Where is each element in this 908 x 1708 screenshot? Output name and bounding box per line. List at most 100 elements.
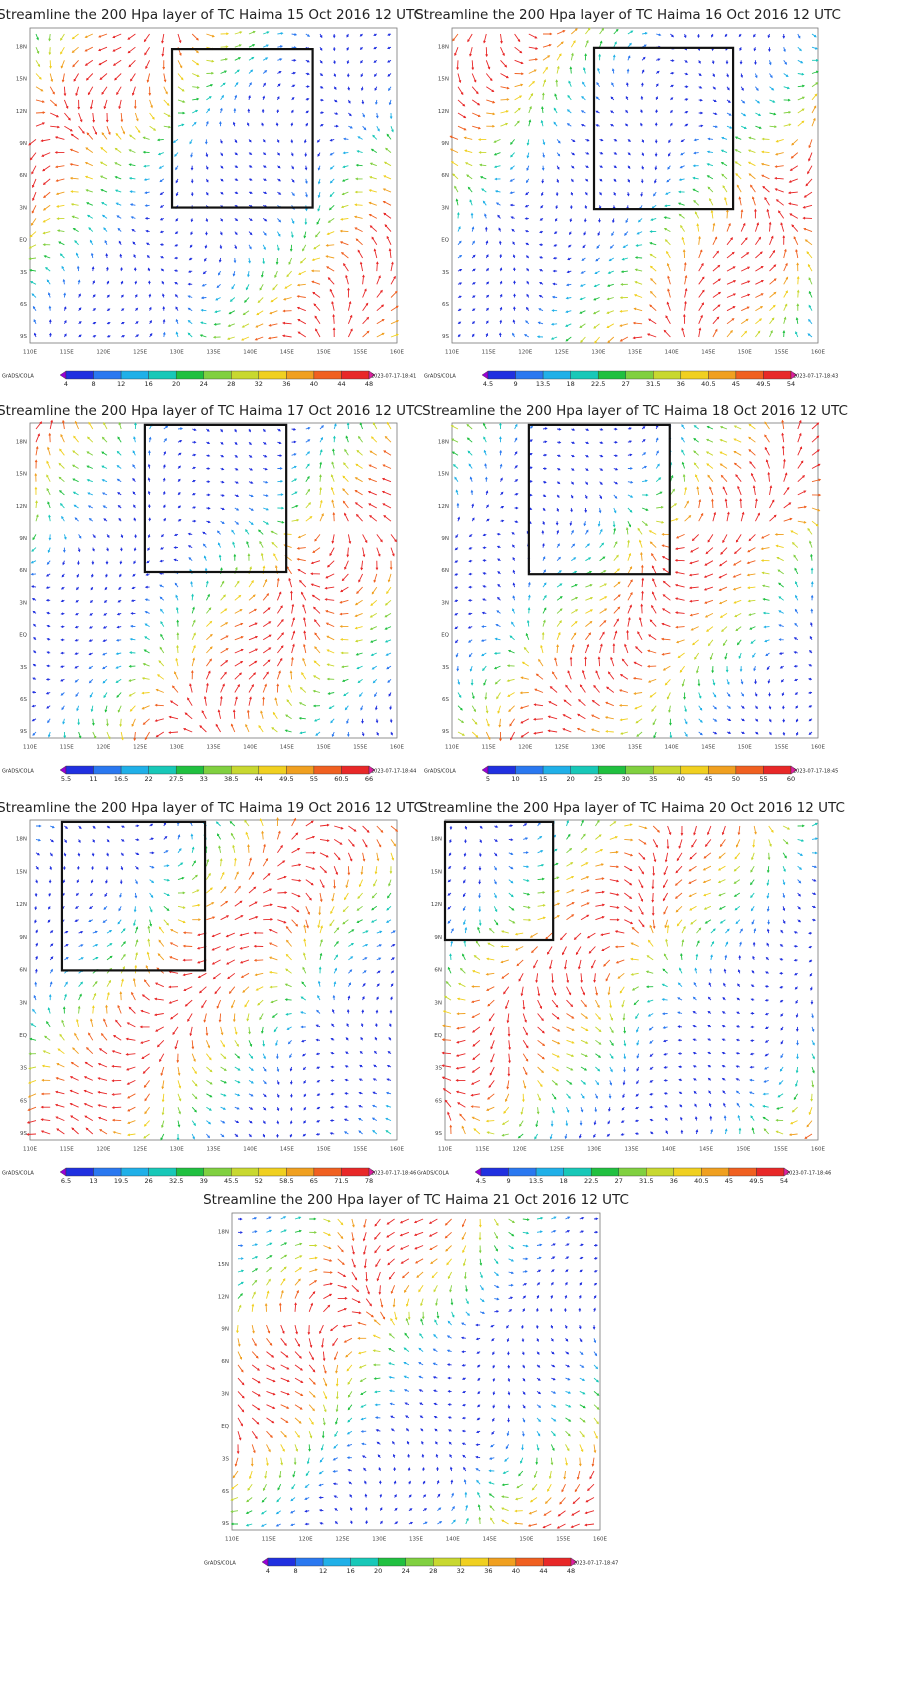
wind-vectors — [457, 31, 819, 339]
lat-label: 15N — [438, 77, 449, 83]
lon-label: 150E — [317, 745, 331, 751]
colorbar-label: 49.5 — [756, 380, 770, 388]
colorbar-swatch — [286, 1167, 315, 1177]
colorbar-swatch — [286, 370, 315, 380]
lat-label: 6N — [441, 173, 449, 179]
lat-label: 6S — [435, 1098, 442, 1104]
colorbar-label: 10 — [511, 775, 519, 783]
colorbar-end — [783, 1167, 791, 1177]
lat-label: 6N — [19, 173, 27, 179]
wind-vectors — [452, 422, 814, 739]
colorbar-label: 44 — [539, 1567, 547, 1575]
lon-label: 145E — [701, 745, 715, 751]
lat-label: EQ — [434, 1033, 442, 1039]
colorbar-swatch — [735, 370, 764, 380]
colorbar-label: 38.5 — [224, 775, 238, 783]
colorbar-label: 18 — [566, 380, 574, 388]
colorbar-swatch — [175, 765, 204, 775]
wind-vectors — [30, 33, 400, 338]
colorbar-swatch — [258, 370, 287, 380]
lat-label: 12N — [438, 504, 449, 510]
wind-vectors — [230, 1218, 600, 1525]
colorbar-swatch — [763, 370, 792, 380]
wind-vectors — [454, 33, 813, 340]
colorbar-label: 60.5 — [334, 775, 348, 783]
lon-label: 135E — [625, 1147, 639, 1153]
wind-vectors — [35, 421, 392, 740]
colorbar-label: 5 — [486, 775, 490, 783]
colorbar-swatch — [460, 1557, 489, 1567]
lon-label: 125E — [133, 1147, 147, 1153]
lon-label: 125E — [555, 350, 569, 356]
lon-label: 155E — [353, 350, 367, 356]
map-frame — [451, 27, 819, 344]
lon-label: 155E — [353, 745, 367, 751]
wind-vectors — [33, 33, 392, 338]
colorbar-swatch — [350, 1557, 379, 1567]
colorbar-swatch — [735, 765, 764, 775]
wind-vectors — [31, 33, 399, 341]
wind-vectors — [26, 820, 370, 1136]
lon-label: 155E — [774, 350, 788, 356]
lat-label: 3S — [20, 665, 27, 671]
colorbar-swatch — [708, 370, 737, 380]
colorbar-label: 54 — [780, 1177, 788, 1185]
wind-vectors — [34, 821, 396, 1138]
colorbar-label: 27 — [622, 380, 630, 388]
lon-label: 130E — [170, 1147, 184, 1153]
colorbar-label: 40 — [512, 1567, 520, 1575]
lat-label: EQ — [19, 1033, 27, 1039]
colorbar-end — [59, 1167, 67, 1177]
colorbar-swatch — [175, 370, 204, 380]
colorbar-label: 78 — [365, 1177, 373, 1185]
colorbar-label: 40.5 — [701, 380, 715, 388]
colorbar-label: 28 — [429, 1567, 437, 1575]
timestamp: 2023-07-17-18:45 — [793, 769, 838, 775]
wind-vectors — [35, 422, 392, 739]
colorbar-label: 55 — [310, 775, 318, 783]
colorbar-label: 26 — [144, 1177, 152, 1185]
colorbar-swatch — [625, 370, 654, 380]
wind-vectors — [27, 817, 399, 1135]
lat-label: 9S — [442, 729, 449, 735]
colorbar-label: 32 — [457, 1567, 465, 1575]
wind-vectors — [450, 40, 818, 344]
panel-title: Streamline the 200 Hpa layer of TC Haima… — [422, 403, 848, 419]
lat-label: 3S — [435, 1066, 442, 1072]
colorbar-label: 40 — [677, 775, 685, 783]
wind-vectors — [231, 1218, 598, 1525]
colorbar-label: 24 — [200, 380, 208, 388]
wind-vectors — [441, 825, 813, 1139]
lon-label: 145E — [280, 745, 294, 751]
lat-label: 18N — [16, 837, 27, 843]
wind-vectors — [28, 30, 392, 339]
colorbar-label: 45 — [732, 380, 740, 388]
map-frame — [29, 27, 398, 344]
colorbar-label: 40 — [310, 380, 318, 388]
lon-label: 115E — [60, 745, 74, 751]
colorbar-label: 16 — [144, 380, 152, 388]
panel-title: Streamline the 200 Hpa layer of TC Haima… — [419, 800, 845, 816]
lat-label: 12N — [218, 1294, 229, 1300]
lat-label: 6S — [222, 1489, 229, 1495]
colorbar-end — [368, 370, 376, 380]
colorbar-end — [368, 765, 376, 775]
wind-vectors — [445, 819, 815, 1137]
colorbar-swatch — [286, 765, 315, 775]
colorbar-label: 45 — [725, 1177, 733, 1185]
colorbar-swatch — [625, 765, 654, 775]
wind-vectors — [442, 823, 813, 1135]
colorbar-label: 12 — [319, 1567, 327, 1575]
lat-label: 3N — [19, 1000, 27, 1006]
wind-vectors — [31, 428, 393, 737]
lon-label: 115E — [262, 1537, 276, 1543]
colorbar-label: 13 — [89, 1177, 97, 1185]
colorbar-swatch — [231, 765, 260, 775]
colorbar-swatch — [515, 370, 544, 380]
wind-vectors — [499, 419, 822, 742]
lon-label: 115E — [475, 1147, 489, 1153]
colorbar-label: 16 — [346, 1567, 354, 1575]
lon-label: 140E — [243, 1147, 257, 1153]
lat-label: 18N — [438, 44, 449, 50]
